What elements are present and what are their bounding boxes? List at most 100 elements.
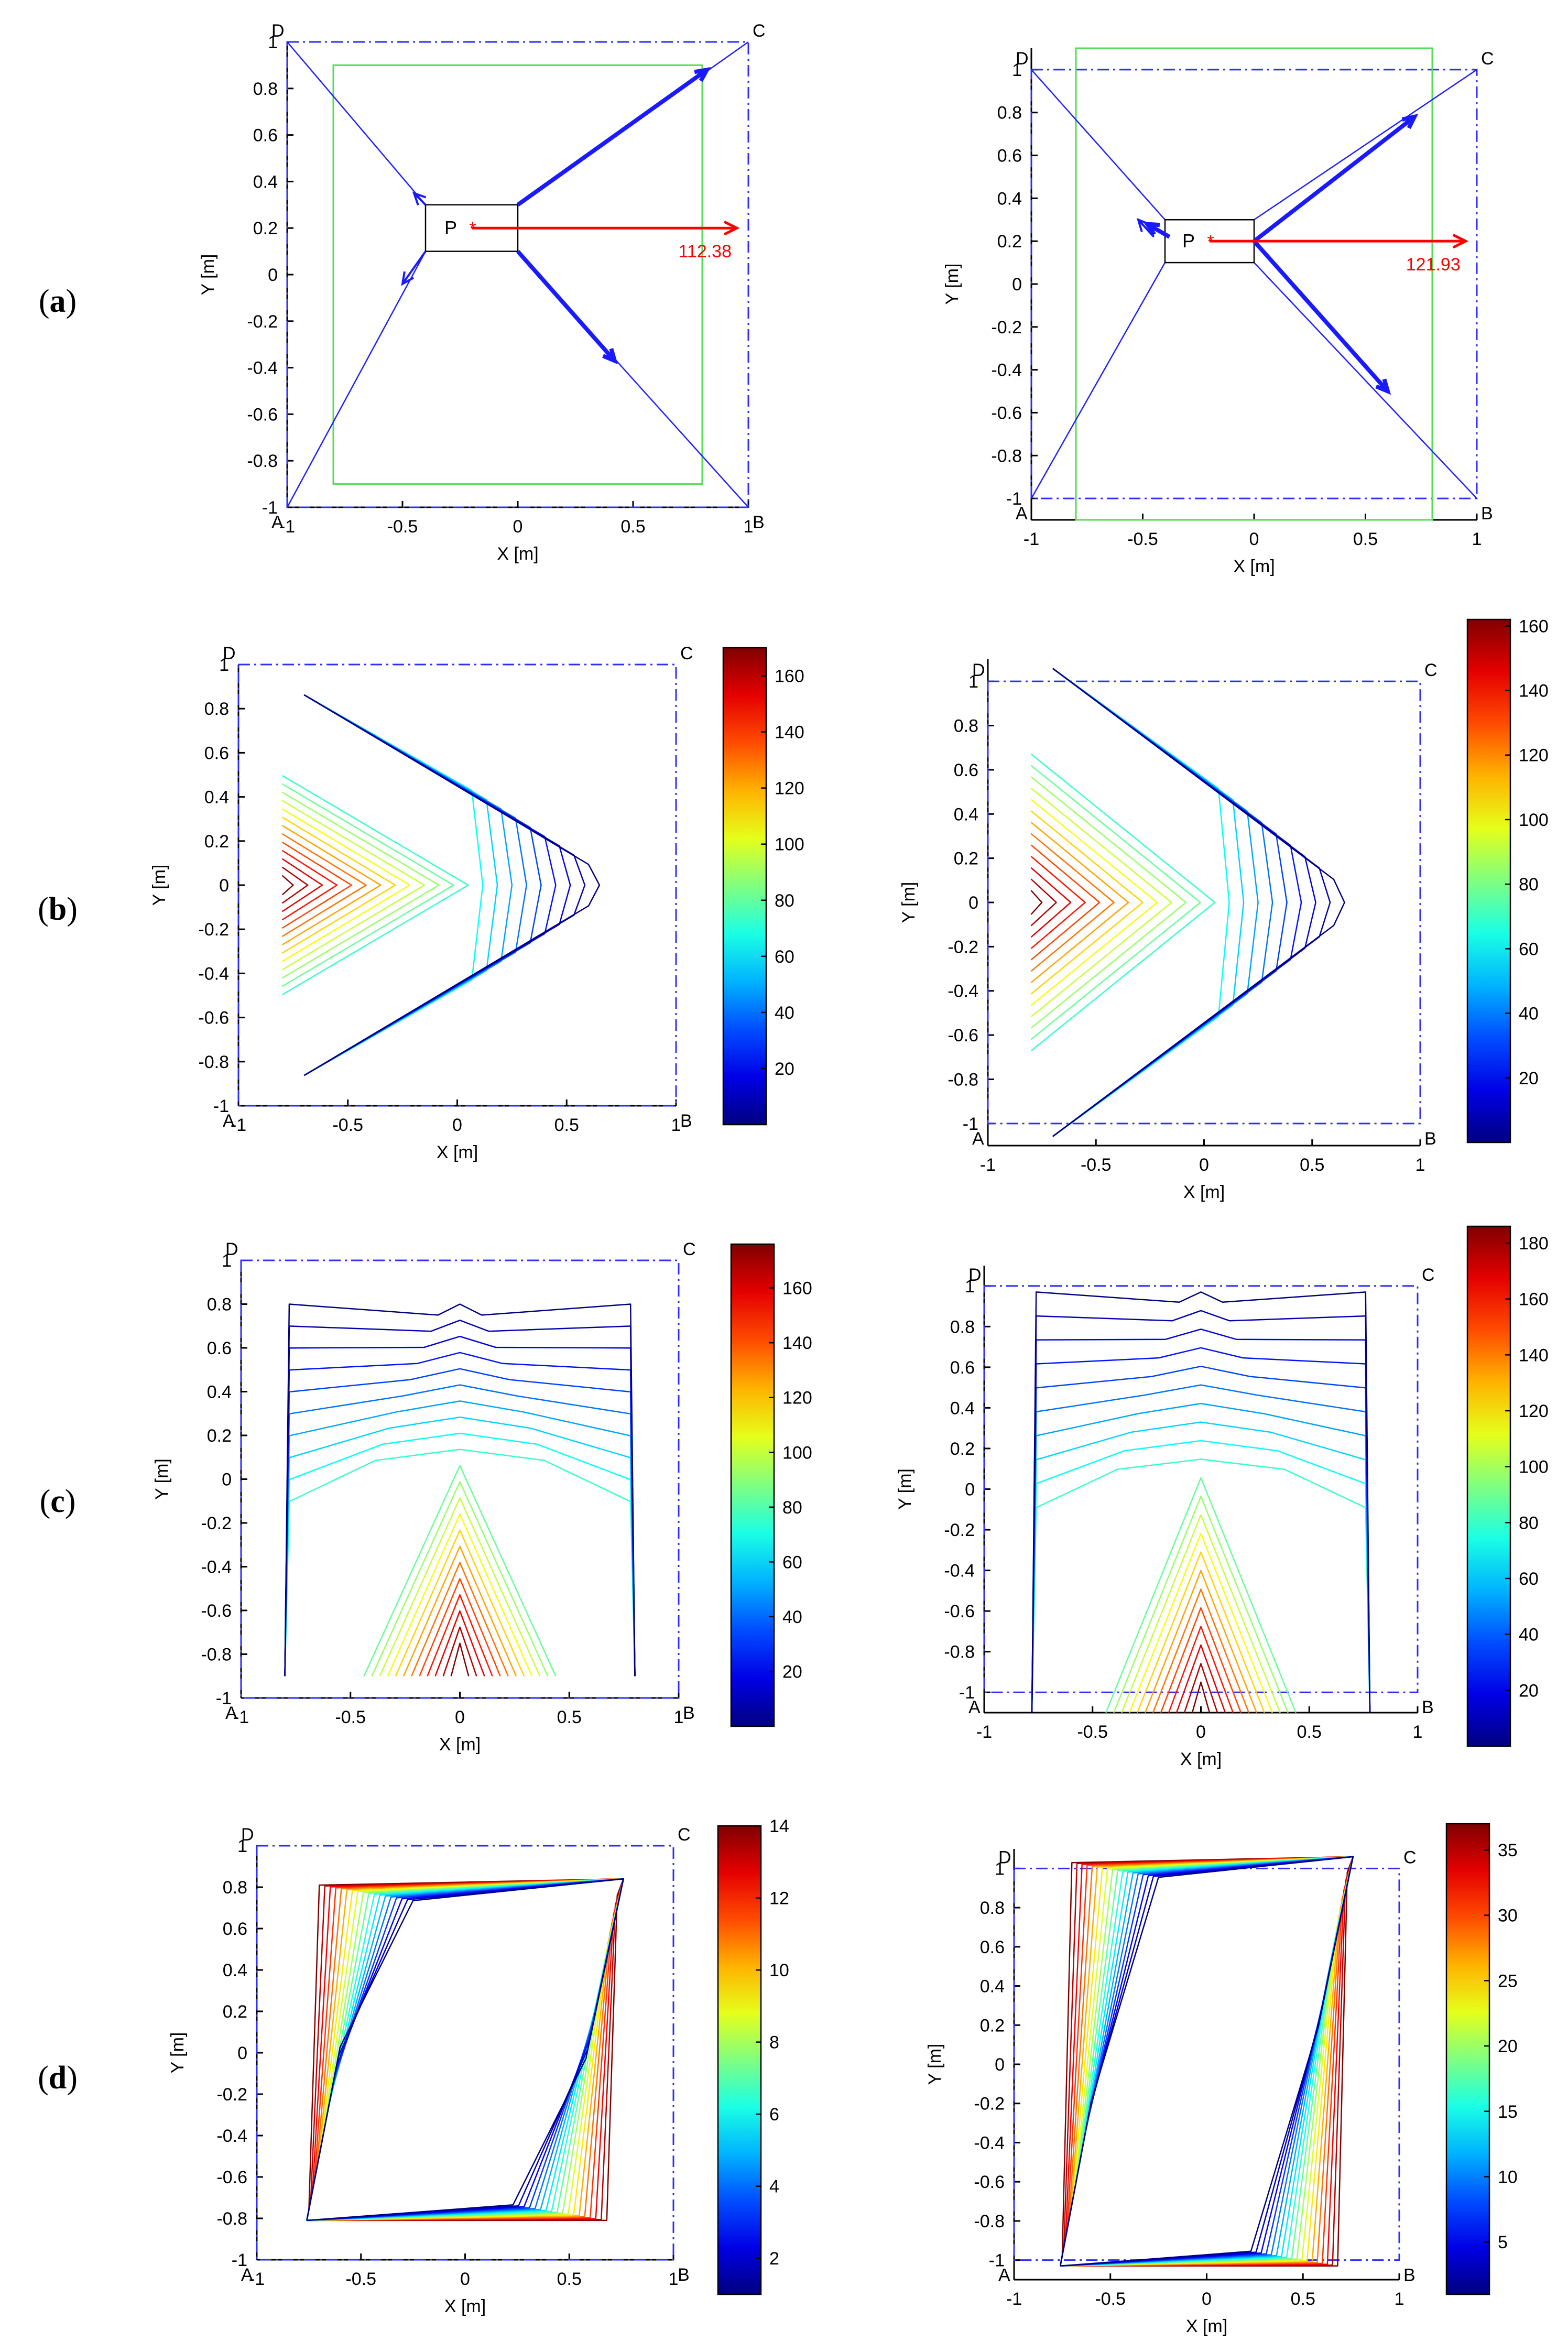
colorbar-tick-label: 6 — [769, 2105, 779, 2125]
force-arrowhead — [1401, 114, 1419, 129]
x-tick-label: 0.5 — [557, 1707, 582, 1727]
contour-line — [1129, 1532, 1273, 1713]
x-tick-label: 0.5 — [1297, 1722, 1322, 1742]
y-tick-label: -0.8 — [948, 1070, 978, 1090]
x-tick-label: 1 — [674, 1707, 684, 1727]
colorbar-tick-label: 15 — [1498, 2102, 1518, 2122]
colorbar-tick-label: 140 — [782, 1333, 812, 1353]
colorbar-tick-label: 100 — [782, 1443, 812, 1463]
colorbar — [1466, 618, 1511, 1144]
y-tick-label: -0.4 — [216, 2126, 247, 2146]
contour-line — [1113, 1496, 1289, 1713]
corner-label-d: D — [972, 660, 985, 680]
y-tick-label: 1 — [1012, 60, 1022, 80]
y-tick-label: 0.8 — [253, 79, 278, 99]
y-tick-label: 0 — [237, 2043, 247, 2063]
contour-line — [1052, 668, 1345, 1137]
y-tick-label: -0.6 — [198, 1008, 229, 1028]
contour-line — [1137, 1551, 1265, 1713]
x-tick-label: 0.5 — [620, 517, 645, 537]
colorbar-tick-label: 8 — [769, 2033, 779, 2053]
row-label-d: (d) — [38, 2060, 78, 2096]
contour-line — [281, 866, 309, 904]
x-axis-label: X [m] — [1233, 557, 1275, 576]
y-tick-label: -0.6 — [247, 405, 278, 424]
y-tick-label: 0 — [268, 265, 278, 285]
x-axis-label: X [m] — [1180, 1749, 1222, 1769]
y-tick-label: 0.8 — [207, 1295, 232, 1315]
colorbar-tick-label: 100 — [1519, 810, 1549, 830]
y-tick-label: 0 — [222, 1470, 232, 1490]
corner-label-b: B — [683, 1703, 695, 1723]
y-tick-label: -1 — [963, 1114, 978, 1134]
colorbar-tick-label: 20 — [1498, 2037, 1518, 2056]
cable-a — [286, 251, 427, 508]
contour-line — [427, 1594, 493, 1676]
x-tick-label: 0 — [460, 2269, 470, 2289]
y-tick-label: -1 — [232, 2250, 247, 2270]
colorbar-tick-label: 60 — [775, 947, 794, 967]
y-tick-label: -0.4 — [948, 982, 978, 1001]
resultant-origin: * — [1207, 232, 1214, 252]
force-arrowhead — [401, 271, 414, 286]
cable-a — [1030, 262, 1166, 499]
x-tick-label: -1 — [233, 1707, 249, 1727]
contour-line — [1059, 1856, 1354, 2267]
y-tick-label: -0.8 — [216, 2209, 247, 2229]
corner-label-a: A — [1016, 504, 1028, 524]
force-arrow-c — [1253, 115, 1416, 243]
x-tick-label: 1 — [1415, 1155, 1425, 1175]
y-tick-label: 0.6 — [950, 1358, 975, 1378]
y-tick-label: -0.2 — [948, 937, 978, 957]
y-tick-label: 0.6 — [997, 146, 1022, 166]
contour-line — [281, 875, 294, 896]
corner-label-d: D — [225, 1239, 238, 1259]
colorbar-tick-label: 120 — [1519, 746, 1549, 766]
contour-line — [1183, 1663, 1218, 1713]
y-tick-label: 0.4 — [950, 1398, 975, 1418]
frame-abcd — [1030, 69, 1478, 499]
contour-line — [1152, 1588, 1250, 1713]
force-arrow-d — [1137, 219, 1155, 238]
colorbar-tick-label: 60 — [1519, 1569, 1539, 1589]
corner-label-b: B — [678, 2265, 690, 2285]
contour-line — [1145, 1570, 1257, 1713]
colorbar-tick-label: 120 — [782, 1388, 812, 1408]
x-tick-label: 0 — [1249, 529, 1259, 549]
contour-line — [1030, 856, 1086, 949]
contour-line — [1168, 1626, 1234, 1713]
contour-line — [281, 850, 338, 921]
corner-label-d: D — [998, 1847, 1011, 1867]
y-tick-label: 0.6 — [223, 1919, 247, 1939]
y-tick-label: 0.8 — [204, 699, 229, 719]
colorbar-tick-label: 4 — [769, 2177, 779, 2197]
colorbar-tick-label: 20 — [1519, 1069, 1539, 1088]
contour-line — [434, 1610, 485, 1676]
corner-label-a: A — [225, 1703, 237, 1723]
y-tick-label: 0.4 — [207, 1382, 232, 1402]
y-tick-label: -0.8 — [247, 451, 278, 471]
y-tick-label: 0 — [219, 876, 229, 896]
x-tick-label: -1 — [1023, 529, 1039, 549]
x-tick-label: 0.5 — [1300, 1155, 1324, 1175]
y-axis-label: Y [m] — [152, 1458, 172, 1500]
y-tick-label: 0.2 — [997, 232, 1022, 252]
y-tick-label: -0.2 — [201, 1513, 232, 1533]
contour-line — [303, 694, 601, 1076]
colorbar-tick-label: 20 — [1519, 1681, 1539, 1701]
colorbar-tick-label: 10 — [769, 1961, 789, 1980]
y-tick-label: -1 — [216, 1689, 232, 1708]
y-tick-label: 0.6 — [980, 1937, 1005, 1957]
colorbar-tick-label: 30 — [1498, 1906, 1518, 1926]
y-tick-label: 0 — [965, 1480, 975, 1500]
y-tick-label: 0 — [1012, 275, 1022, 295]
corner-label-d: D — [241, 1825, 254, 1845]
contour-line — [1030, 844, 1101, 961]
contour-line — [281, 808, 411, 962]
corner-label-c: C — [1422, 1265, 1435, 1285]
x-tick-label: -1 — [231, 1115, 246, 1135]
